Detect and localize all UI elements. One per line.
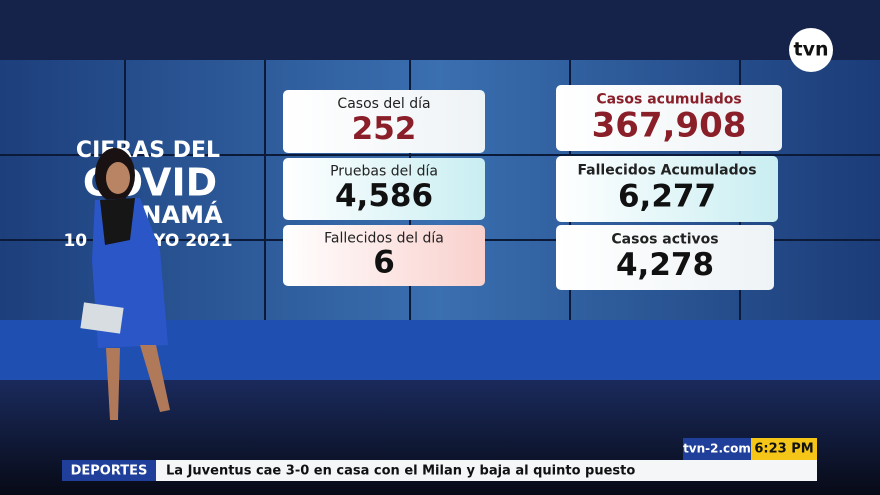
stat-card bbox=[283, 225, 485, 286]
stat-card bbox=[283, 158, 485, 220]
stat-label: Casos del día bbox=[337, 96, 430, 112]
section-box bbox=[62, 460, 156, 481]
ticker-bar bbox=[62, 460, 817, 481]
stat-label: Casos acumulados bbox=[596, 92, 741, 108]
screen-title: CIFRAS DEL bbox=[76, 138, 220, 163]
logo: tvn bbox=[794, 39, 829, 61]
stat-label: Pruebas del día bbox=[330, 164, 438, 180]
stat-label: Fallecidos Acumulados bbox=[577, 163, 756, 179]
logo-badge bbox=[789, 28, 833, 72]
stat-label: Fallecidos del día bbox=[324, 230, 444, 246]
section: DEPORTES bbox=[71, 464, 148, 479]
stat-value: 252 bbox=[352, 111, 417, 147]
ceiling bbox=[0, 0, 880, 60]
time-box bbox=[751, 438, 817, 460]
time: 6:23 PM bbox=[754, 442, 813, 457]
headline: La Juventus cae 3-0 en casa con el Milan… bbox=[166, 464, 635, 479]
stat-card bbox=[556, 156, 778, 222]
website: tvn-2.com bbox=[683, 442, 751, 456]
stat-value: 4,586 bbox=[335, 178, 433, 214]
presenter bbox=[80, 148, 170, 420]
stat-value: 367,908 bbox=[592, 106, 747, 146]
stat-value: 4,278 bbox=[616, 247, 714, 283]
stat-value: 6,277 bbox=[618, 179, 716, 215]
stat-card bbox=[556, 225, 774, 290]
website-box bbox=[683, 438, 751, 460]
stat-value: 6 bbox=[373, 245, 395, 281]
stat-card bbox=[283, 90, 485, 153]
stat-card bbox=[556, 85, 782, 151]
stat-label: Casos activos bbox=[611, 231, 718, 247]
